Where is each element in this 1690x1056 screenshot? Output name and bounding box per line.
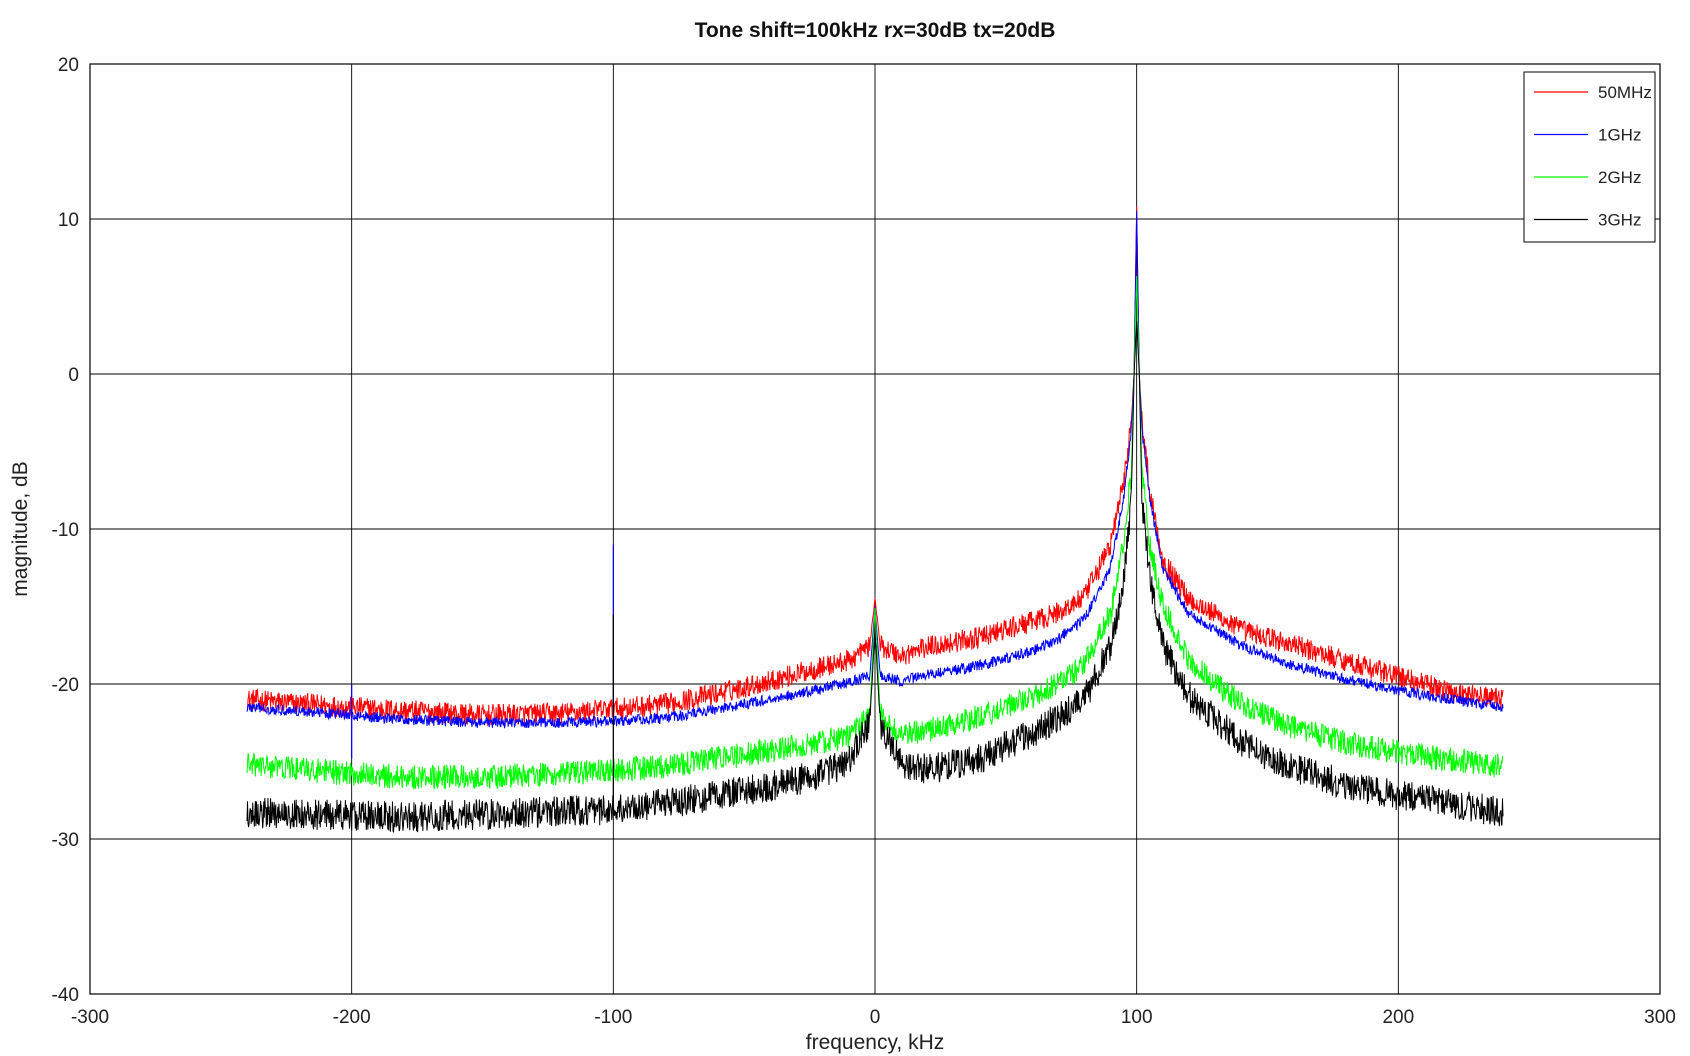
x-tick-label: 0 bbox=[870, 1007, 881, 1028]
x-tick-label: -100 bbox=[594, 1007, 632, 1028]
series-line bbox=[246, 210, 1504, 729]
legend-label: 2GHz bbox=[1598, 168, 1641, 187]
y-tick-label: 10 bbox=[58, 210, 79, 231]
y-axis-label: magnitude, dB bbox=[9, 461, 32, 596]
series-line bbox=[246, 321, 1504, 833]
legend-label: 3GHz bbox=[1598, 211, 1641, 230]
x-tick-label: 300 bbox=[1644, 1007, 1676, 1028]
x-axis-label: frequency, kHz bbox=[806, 1031, 945, 1054]
y-tick-label: -30 bbox=[52, 830, 79, 851]
y-tick-label: -10 bbox=[52, 520, 79, 541]
y-tick-label: -20 bbox=[52, 675, 79, 696]
series-line bbox=[246, 276, 1504, 790]
y-tick-label: 20 bbox=[58, 55, 79, 76]
legend: 50MHz 1GHz 2GHz 3GHz bbox=[1523, 71, 1656, 243]
plot-frame bbox=[89, 63, 1661, 995]
x-tick-label: 100 bbox=[1121, 1007, 1153, 1028]
legend-label: 50MHz bbox=[1598, 83, 1652, 102]
legend-box bbox=[1523, 71, 1656, 243]
x-tick-label: 200 bbox=[1382, 1007, 1414, 1028]
x-tick-label: -200 bbox=[333, 1007, 371, 1028]
series-line bbox=[246, 206, 1504, 727]
series-layer bbox=[246, 206, 1504, 833]
chart-title: Tone shift=100kHz rx=30dB tx=20dB bbox=[695, 19, 1056, 42]
x-tick-label: -300 bbox=[71, 1007, 109, 1028]
legend-label: 1GHz bbox=[1598, 126, 1641, 145]
y-tick-label: -40 bbox=[52, 985, 79, 1006]
y-tick-label: 0 bbox=[68, 365, 79, 386]
